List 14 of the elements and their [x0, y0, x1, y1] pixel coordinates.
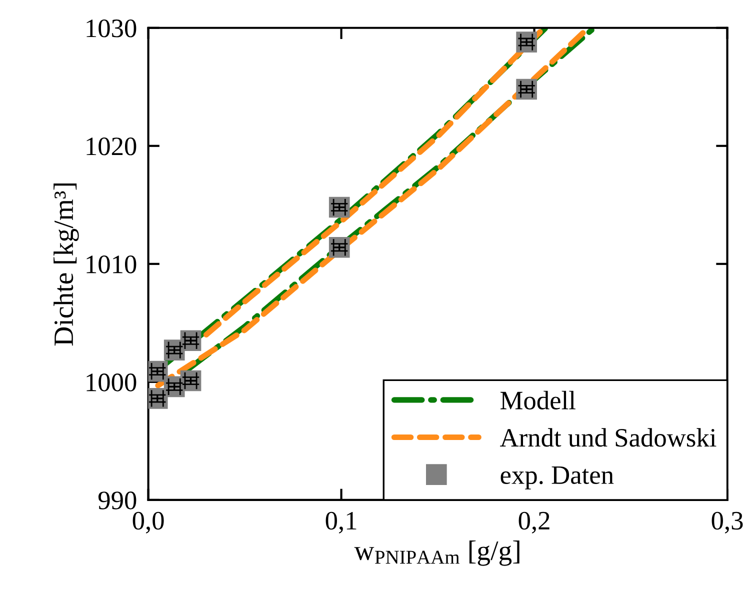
y-tick-label: 1010: [86, 256, 136, 274]
y-tick-label: 1020: [86, 138, 136, 156]
y-axis-title: Dichte [kg/m³]: [54, 184, 79, 346]
y-tick-label: 1000: [86, 374, 136, 392]
y-tick-label: 990: [98, 492, 136, 510]
legend-label: Modell: [500, 390, 576, 410]
x-tick-label: 0,1: [326, 512, 356, 534]
y-tick-label: 1030: [86, 19, 136, 38]
legend-label: Arndt und Sadowski: [500, 428, 716, 447]
x-tick-label: 0,3: [712, 512, 743, 534]
x-tick-label: 0,0: [132, 512, 164, 534]
legend-label: exp. Daten: [500, 466, 614, 490]
x-tick-label: 0,2: [518, 512, 550, 534]
x-axis-title: w$_{PNIPAAm}$ [g/g]: [354, 540, 520, 566]
